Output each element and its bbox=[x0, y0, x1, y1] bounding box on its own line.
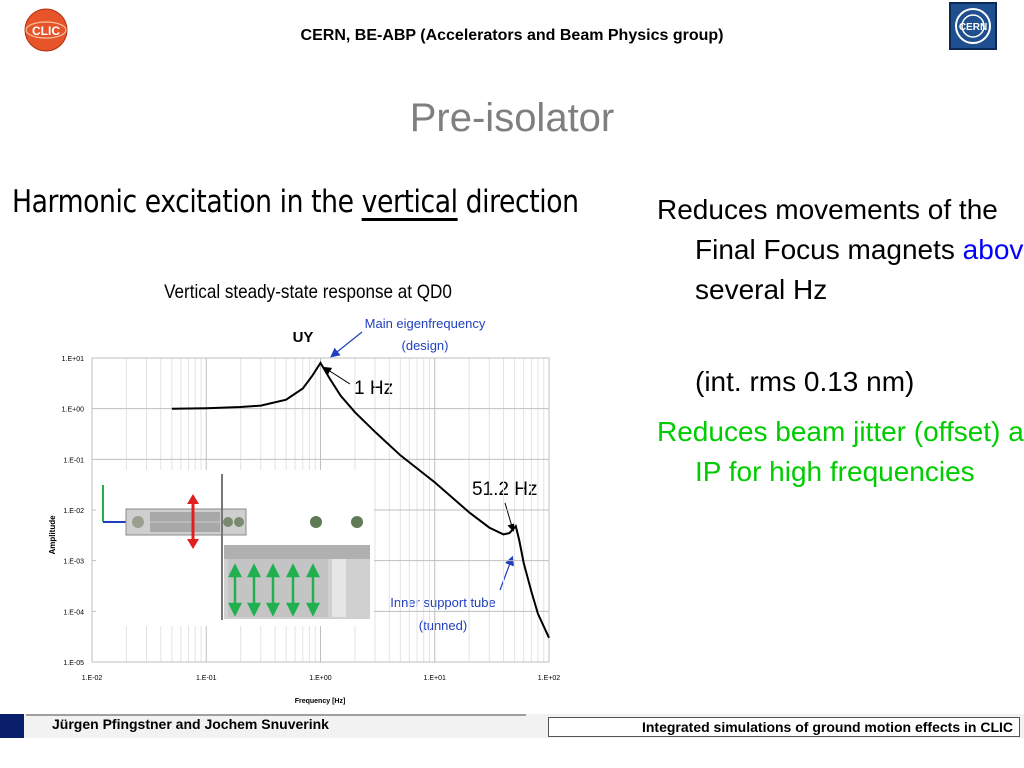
header-title: CERN, BE-ABP (Accelerators and Beam Phys… bbox=[300, 27, 724, 44]
y-tick-label: 1.E+00 bbox=[62, 407, 84, 414]
cern-logo: CERN bbox=[949, 2, 997, 50]
chart-subtitle: Vertical steady-state response at QD0 bbox=[164, 281, 452, 302]
annotation-512hz-arrow bbox=[504, 502, 516, 532]
annotation-1hz-arrow bbox=[323, 366, 351, 385]
x-tick-label: 1.E+01 bbox=[424, 675, 446, 682]
clic-logo: CLIC bbox=[24, 8, 68, 52]
annotation-512hz: 51.2 Hz bbox=[472, 479, 537, 500]
bullet-1-text: Reduces movements of the Final Focus mag… bbox=[657, 194, 998, 265]
cern-logo-text: CERN bbox=[959, 22, 987, 33]
bullet-1-highlight: above bbox=[962, 234, 1024, 265]
response-chart: Vertical steady-state response at QD0 UY… bbox=[48, 281, 561, 705]
chart-curve bbox=[171, 360, 550, 639]
annotation-main: Main eigenfrequency bbox=[365, 316, 486, 331]
footer-authors: Jürgen Pfingstner and Jochem Snuverink bbox=[52, 716, 329, 732]
chart-uy-label: UY bbox=[293, 329, 314, 346]
bullet-reduces-movements: Reduces movements of the Final Focus mag… bbox=[657, 190, 1024, 310]
x-tick-label: 1.E+02 bbox=[538, 675, 560, 682]
figure-heading-underlined: vertical bbox=[361, 184, 458, 220]
figure-heading-pre: Harmonic excitation in the bbox=[12, 184, 362, 220]
annotation-main-arrow bbox=[330, 331, 363, 358]
slide-title: Pre-isolator bbox=[409, 96, 615, 140]
x-tick-label: 1.E+00 bbox=[309, 675, 331, 682]
y-tick-label: 1.E-02 bbox=[63, 508, 84, 515]
annotation-1hz: 1 Hz bbox=[354, 378, 393, 399]
bullet-beam-jitter: Reduces beam jitter (offset) at IP for h… bbox=[657, 416, 1024, 487]
x-tick-label: 1.E-01 bbox=[196, 675, 217, 682]
y-tick-label: 1.E-03 bbox=[63, 559, 84, 566]
annotation-main-sub: (design) bbox=[402, 338, 449, 353]
footer-left-box bbox=[26, 714, 526, 738]
annotation-inner-arrow bbox=[499, 555, 514, 591]
chart-ticks: 1.E-02 1.E-01 1.E+00 1.E+01 1.E+02 1.E+01 1.E+… bbox=[62, 356, 561, 682]
annotation-inner-sub: (tunned) bbox=[419, 618, 467, 633]
y-tick-label: 1.E-05 bbox=[63, 660, 84, 667]
x-tick-label: 1.E-02 bbox=[82, 675, 103, 682]
green-arrows bbox=[227, 563, 321, 617]
response-curve bbox=[171, 360, 550, 639]
y-tick-label: 1.E+01 bbox=[62, 356, 84, 363]
magnet-model-inset bbox=[96, 470, 374, 626]
y-tick-label: 1.E-01 bbox=[63, 457, 84, 464]
y-tick-label: 1.E-04 bbox=[63, 609, 84, 616]
figure-heading: Harmonic excitation in the vertical dire… bbox=[12, 184, 579, 220]
figure-heading-post: direction bbox=[457, 184, 579, 220]
clic-logo-text: CLIC bbox=[32, 24, 60, 38]
footer-accent bbox=[0, 714, 24, 738]
bullet-int-rms: (int. rms 0.13 nm) bbox=[695, 366, 915, 397]
annotation-inner: Inner support tube bbox=[390, 595, 496, 610]
bullet-1-tail: several Hz bbox=[695, 274, 828, 305]
chart-xlabel: Frequency [Hz] bbox=[295, 698, 346, 705]
footer-talk-title: Integrated simulations of ground motion … bbox=[548, 717, 1020, 737]
chart-ylabel: Amplitude bbox=[48, 515, 57, 555]
